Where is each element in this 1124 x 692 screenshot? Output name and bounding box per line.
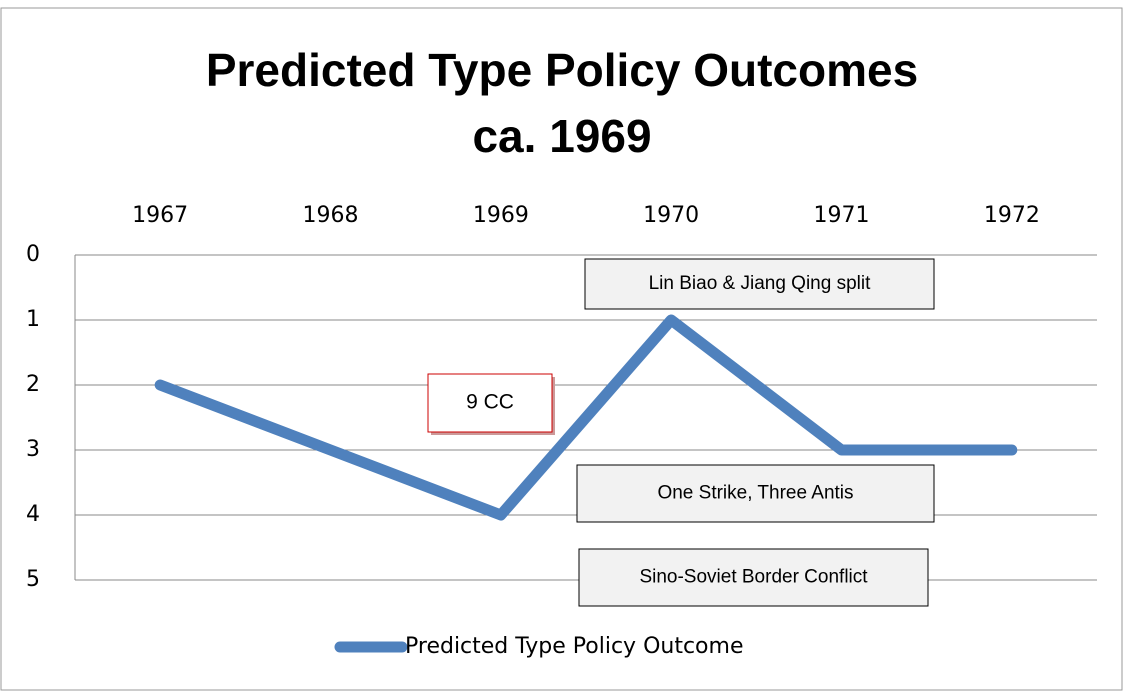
annotation-box [584, 258, 935, 310]
annotation: One Strike, Three Antis [657, 483, 853, 504]
x-tick-label: 1970 [643, 203, 699, 228]
x-tick-label: 1967 [132, 203, 188, 228]
annotation-box [427, 373, 553, 433]
y-tick-label: 4 [26, 502, 40, 527]
x-tick-label: 1971 [814, 203, 870, 228]
x-tick-label: 1968 [303, 203, 359, 228]
data-line [154, 314, 1018, 521]
annotation: Lin Biao & Jiang Qing split [649, 273, 872, 294]
y-tick-label: 1 [26, 307, 40, 332]
chart-border [0, 7, 1123, 691]
y-tick-label: 5 [26, 567, 40, 592]
x-tick-label: 1969 [473, 203, 529, 228]
x-tick-label: 1972 [984, 203, 1040, 228]
legend-label: Predicted Type Policy Outcome [405, 634, 743, 659]
y-tick-label: 3 [26, 437, 40, 462]
annotation: 9 CC [466, 391, 514, 414]
annotation: Sino-Soviet Border Conflict [639, 567, 868, 588]
chart-subtitle: ca. 1969 [472, 110, 651, 162]
annotation-box [576, 464, 935, 523]
y-tick-label: 0 [26, 242, 40, 267]
chart-title: Predicted Type Policy Outcomes [206, 44, 918, 96]
y-tick-label: 2 [26, 372, 40, 397]
annotation-box [578, 548, 929, 607]
